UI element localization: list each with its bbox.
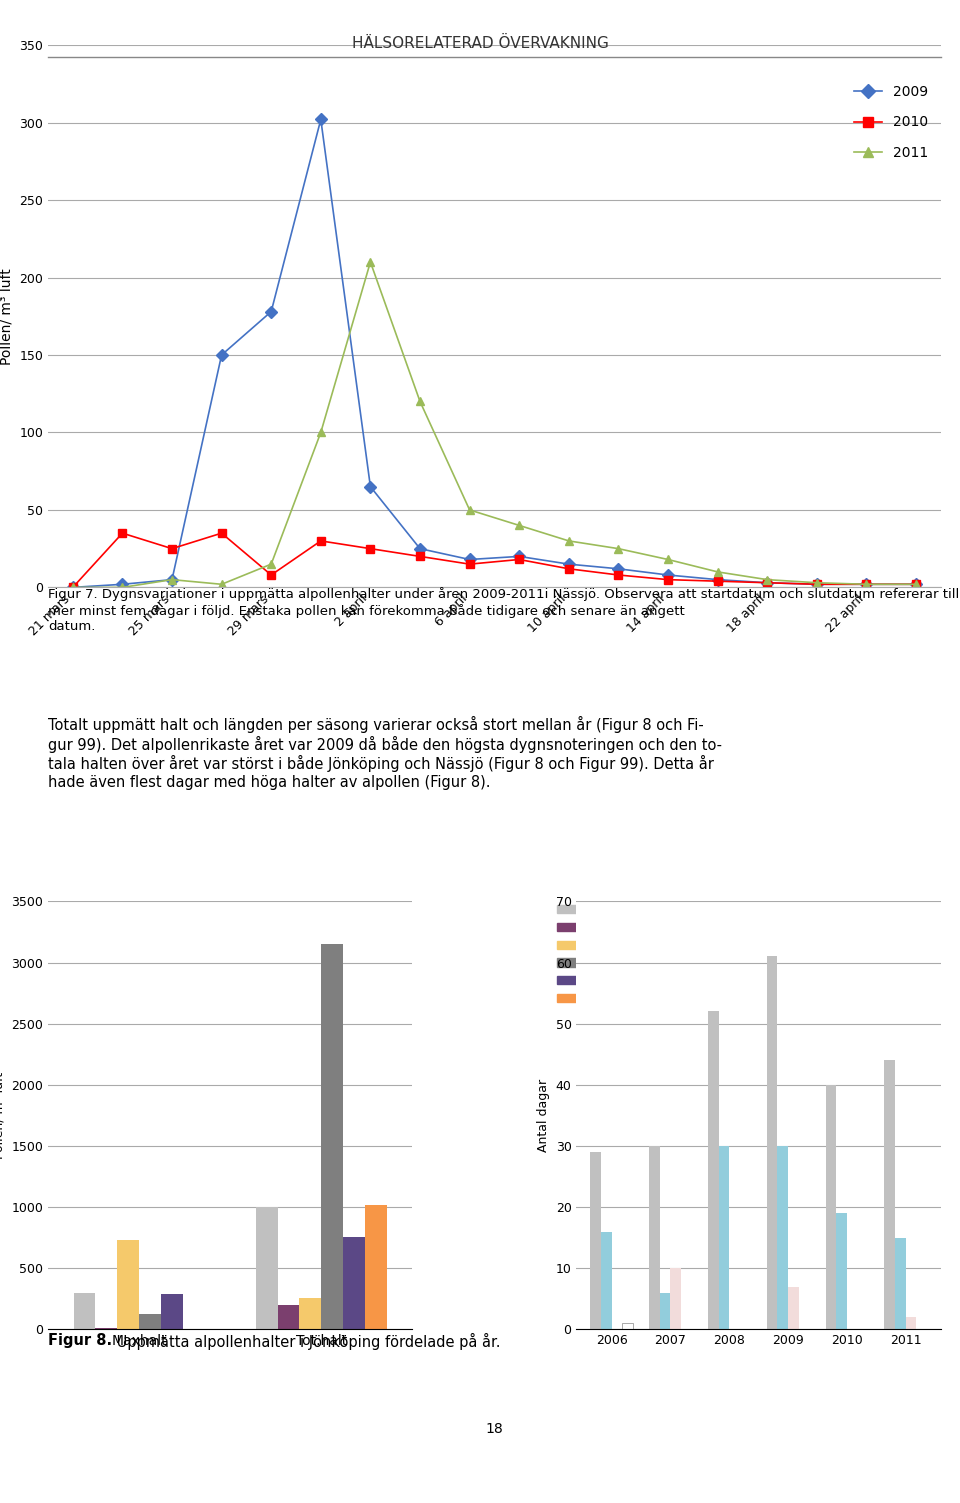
2010	[860, 576, 872, 594]
Bar	[905, 1317, 916, 1330]
2009	[662, 567, 674, 585]
Bar	[767, 956, 778, 1330]
2010	[910, 576, 922, 594]
2009	[265, 302, 276, 320]
2011	[166, 571, 178, 589]
Bar	[601, 1231, 612, 1330]
Bar	[670, 1269, 681, 1330]
Bar	[826, 1085, 836, 1330]
2010	[365, 540, 376, 558]
2011	[860, 576, 872, 594]
2010	[315, 532, 326, 550]
2010	[761, 574, 773, 592]
2009	[166, 571, 178, 589]
Text: 18: 18	[486, 1422, 503, 1437]
2010	[662, 571, 674, 589]
Bar	[719, 1145, 730, 1330]
2009	[365, 478, 376, 496]
Line: 2009: 2009	[68, 116, 921, 592]
Legend: 2006, 2007, 2008, 2009, 2010, 2011: 2006, 2007, 2008, 2009, 2010, 2011	[553, 899, 625, 1010]
Bar	[884, 1060, 895, 1330]
Bar	[788, 1287, 799, 1330]
Line: 2011: 2011	[68, 259, 921, 592]
2009	[117, 576, 129, 594]
Bar	[660, 1293, 670, 1330]
2010	[117, 525, 129, 543]
Bar	[322, 944, 343, 1330]
2010	[464, 555, 475, 573]
2010	[67, 579, 79, 597]
2011	[612, 540, 624, 558]
2011	[315, 424, 326, 442]
2009	[910, 576, 922, 594]
Y-axis label: Pollen/ m³ luft: Pollen/ m³ luft	[0, 268, 13, 365]
2009	[67, 579, 79, 597]
Bar	[117, 1240, 139, 1330]
Bar	[255, 1207, 277, 1330]
Line: 2010: 2010	[68, 529, 921, 592]
2009	[216, 346, 228, 364]
2009	[811, 576, 823, 594]
Text: Figur 8.: Figur 8.	[48, 1333, 112, 1348]
2010	[414, 547, 425, 565]
Bar	[74, 1293, 95, 1330]
2009	[761, 574, 773, 592]
Bar	[778, 1145, 788, 1330]
Bar	[300, 1297, 322, 1330]
2010	[711, 573, 724, 591]
2011	[662, 550, 674, 568]
2011	[117, 579, 129, 597]
2011	[216, 576, 228, 594]
2009	[563, 555, 574, 573]
Text: Uppmätta alpollenhalter i Jönköping fördelade på år.: Uppmätta alpollenhalter i Jönköping förd…	[112, 1333, 501, 1350]
2009	[612, 559, 624, 577]
2011	[265, 555, 276, 573]
Y-axis label: Pollen/ m³ luft: Pollen/ m³ luft	[0, 1072, 6, 1159]
2011	[365, 253, 376, 271]
2011	[811, 574, 823, 592]
Bar	[590, 1153, 601, 1330]
Bar	[161, 1294, 182, 1330]
Bar	[365, 1205, 387, 1330]
Bar	[649, 1145, 660, 1330]
2011	[464, 500, 475, 519]
2010	[563, 559, 574, 577]
Bar	[139, 1314, 161, 1330]
2009	[414, 540, 425, 558]
Y-axis label: Antal dagar: Antal dagar	[537, 1079, 550, 1151]
2009	[514, 547, 525, 565]
2009	[711, 571, 724, 589]
Bar	[277, 1305, 300, 1330]
2009	[315, 110, 326, 128]
Bar	[343, 1237, 365, 1330]
Bar	[836, 1213, 847, 1330]
2011	[67, 579, 79, 597]
2011	[761, 571, 773, 589]
Text: Totalt uppmätt halt och längden per säsong varierar också stort mellan år (Figur: Totalt uppmätt halt och längden per säso…	[48, 715, 722, 791]
2010	[166, 540, 178, 558]
Legend: 2009, 2010, 2011: 2009, 2010, 2011	[849, 80, 934, 165]
2010	[216, 525, 228, 543]
2010	[811, 576, 823, 594]
2011	[414, 392, 425, 410]
2011	[910, 576, 922, 594]
Bar	[622, 1323, 633, 1330]
2011	[711, 562, 724, 580]
2010	[612, 567, 624, 585]
2011	[563, 532, 574, 550]
2010	[265, 567, 276, 585]
Bar	[708, 1012, 719, 1330]
2009	[860, 576, 872, 594]
2009	[464, 550, 475, 568]
2010	[514, 550, 525, 568]
2011	[514, 517, 525, 535]
Bar	[895, 1238, 905, 1330]
Text: Figur 7. Dygnsvariationer i uppmätta alpollenhalter under åren 2009-2011i Nässjö: Figur 7. Dygnsvariationer i uppmätta alp…	[48, 588, 960, 633]
Text: HÄLSORELATERAD ÖVERVAKNING: HÄLSORELATERAD ÖVERVAKNING	[351, 36, 609, 51]
Bar	[95, 1327, 117, 1330]
